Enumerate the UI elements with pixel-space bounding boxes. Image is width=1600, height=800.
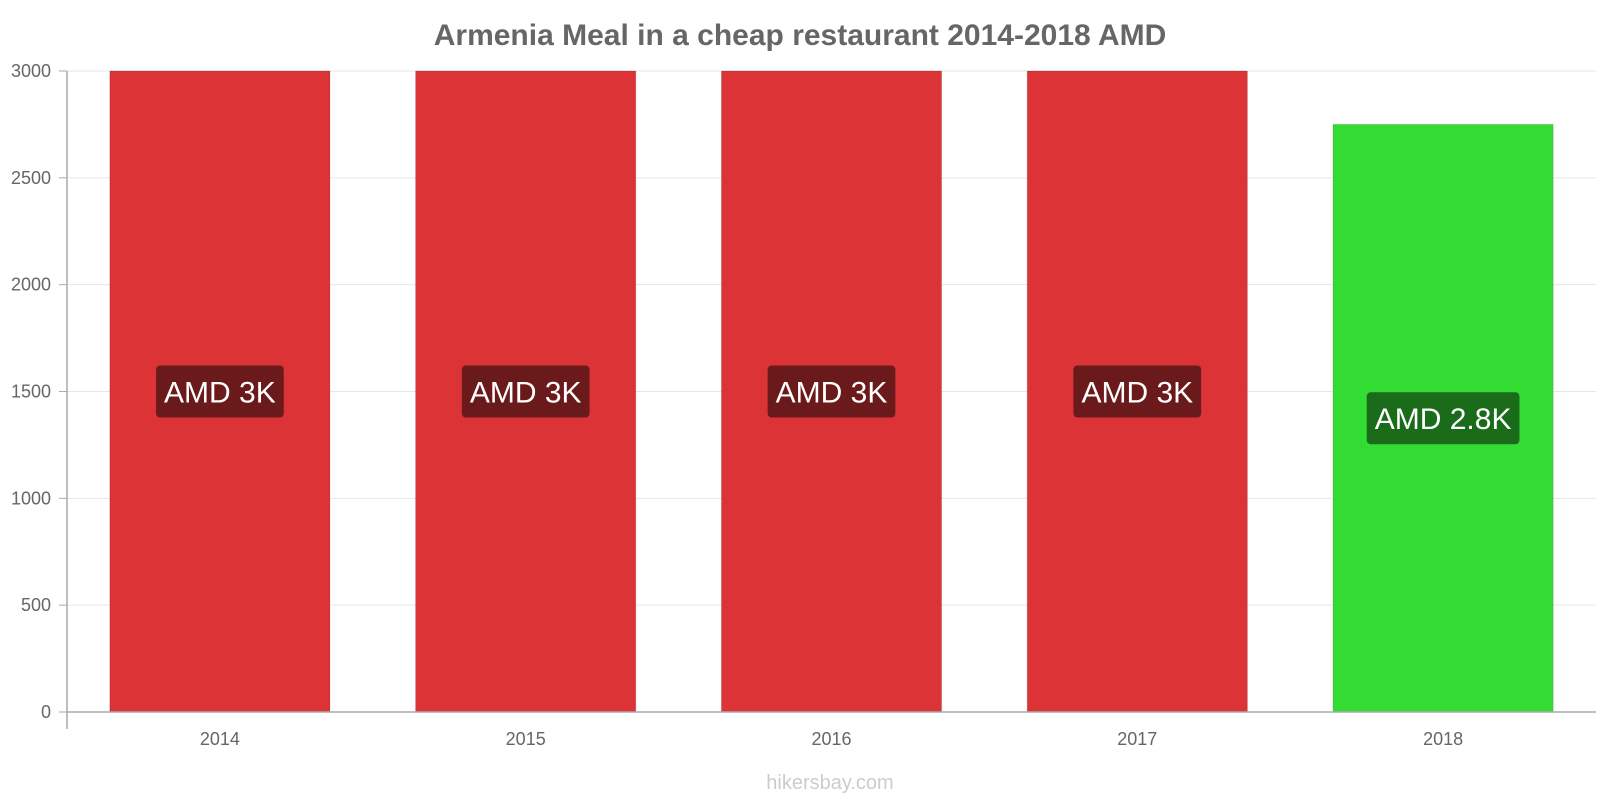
data-label-background [1366,392,1520,445]
data-label-text: AMD 3K [164,377,276,410]
data-label-text: AMD 3K [1081,377,1193,410]
data-labels: AMD 3K AMD 3K AMD 3K AMD 3K AMD 2.8K [156,365,1520,445]
data-label-2018: AMD 2.8K [1366,392,1520,445]
data-label-background [461,365,590,418]
data-label-2016: AMD 3K [767,365,896,418]
y-tick-label: 3000 [11,61,51,81]
data-label-background [767,365,896,418]
data-label-text: AMD 3K [776,377,888,410]
data-label-2014: AMD 3K [156,365,284,418]
footer-watermark: hikersbay.com [766,772,893,794]
data-label-2015: AMD 3K [461,365,590,418]
y-tick-label: 500 [21,595,51,615]
y-tick-label: 2000 [11,275,51,295]
data-label-background [1073,365,1202,418]
data-label-text: AMD 3K [470,377,582,410]
bars [109,70,1554,713]
chart-title: Armenia Meal in a cheap restaurant 2014-… [434,19,1167,52]
y-tick-label: 1500 [11,382,51,402]
x-tick-label: 2017 [1117,729,1157,749]
data-label-2017: AMD 3K [1073,365,1202,418]
x-tick-label: 2014 [200,729,240,749]
y-tick-label: 2500 [11,168,51,188]
x-tick-label: 2018 [1423,729,1463,749]
data-label-text: AMD 2.8K [1375,403,1512,436]
x-tick-label: 2015 [506,729,546,749]
data-label-background [156,365,284,418]
axes: 0 500 1000 1500 2000 2500 3000 2014 2015 2016 2017… [11,61,1596,749]
x-tick-label: 2016 [811,729,851,749]
y-tick-label: 1000 [11,488,51,508]
y-tick-label: 0 [41,702,51,722]
